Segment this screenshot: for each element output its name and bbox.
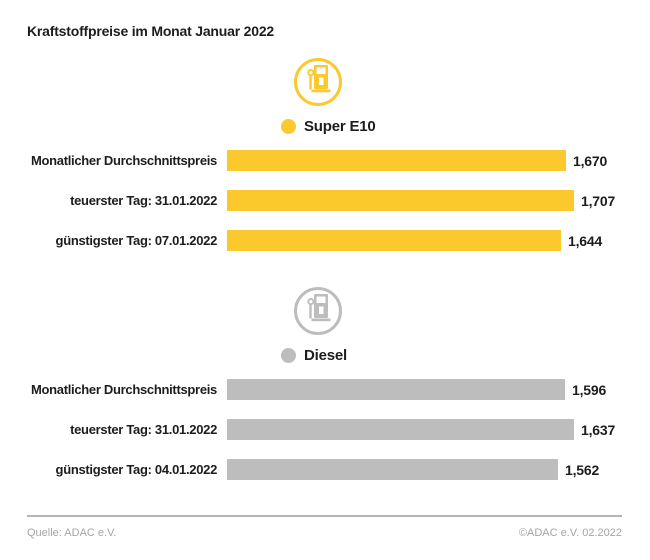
bar-average-super <box>227 150 566 171</box>
bar-most-expensive-diesel <box>227 419 574 440</box>
bar-cheapest-super <box>227 230 561 251</box>
section-diesel: Diesel Monatlicher Durchschnittspreis 1,… <box>0 285 650 515</box>
bar-row-cheapest: günstigster Tag: 04.01.2022 1,562 <box>0 459 650 480</box>
legend-label: Super E10 <box>304 118 376 135</box>
legend-super-e10: Super E10 <box>281 118 376 135</box>
chart-title: Kraftstoffpreise im Monat Januar 2022 <box>27 23 275 39</box>
fuel-pump-ring <box>294 287 342 335</box>
bar-row-most-expensive: teuerster Tag: 31.01.2022 1,707 <box>0 190 650 211</box>
bar-average-diesel <box>227 379 565 400</box>
footer-source: Quelle: ADAC e.V. <box>27 527 117 539</box>
section-super-e10: Super E10 Monatlicher Durchschnittspreis… <box>0 56 650 286</box>
fuel-pump-icon <box>305 64 332 100</box>
bar-value: 1,644 <box>568 232 603 249</box>
bar-row-average: Monatlicher Durchschnittspreis 1,596 <box>0 379 650 400</box>
bar-value: 1,707 <box>581 192 616 209</box>
legend-dot-icon <box>281 348 296 363</box>
bar-value: 1,670 <box>573 152 608 169</box>
bar-row-cheapest: günstigster Tag: 07.01.2022 1,644 <box>0 230 650 251</box>
bar-value: 1,637 <box>581 421 616 438</box>
bar-row-average: Monatlicher Durchschnittspreis 1,670 <box>0 150 650 171</box>
legend-diesel: Diesel <box>281 347 347 364</box>
bar-value: 1,562 <box>565 461 600 478</box>
bar-cheapest-diesel <box>227 459 558 480</box>
bar-label: günstigster Tag: 07.01.2022 <box>55 233 218 248</box>
bar-label: günstigster Tag: 04.01.2022 <box>55 462 218 477</box>
bar-label: Monatlicher Durchschnittspreis <box>30 382 217 397</box>
legend-dot-icon <box>281 119 296 134</box>
bar-row-most-expensive: teuerster Tag: 31.01.2022 1,637 <box>0 419 650 440</box>
footer-copyright: ©ADAC e.V. 02.2022 <box>518 527 622 539</box>
bar-label: Monatlicher Durchschnittspreis <box>30 153 217 168</box>
bar-value: 1,596 <box>572 381 607 398</box>
legend-label: Diesel <box>304 347 347 364</box>
footer-divider <box>27 515 622 517</box>
fuel-pump-ring <box>294 58 342 106</box>
fuel-pump-icon <box>305 293 332 329</box>
bar-label: teuerster Tag: 31.01.2022 <box>70 422 217 437</box>
bar-label: teuerster Tag: 31.01.2022 <box>70 193 217 208</box>
bar-most-expensive-super <box>227 190 574 211</box>
